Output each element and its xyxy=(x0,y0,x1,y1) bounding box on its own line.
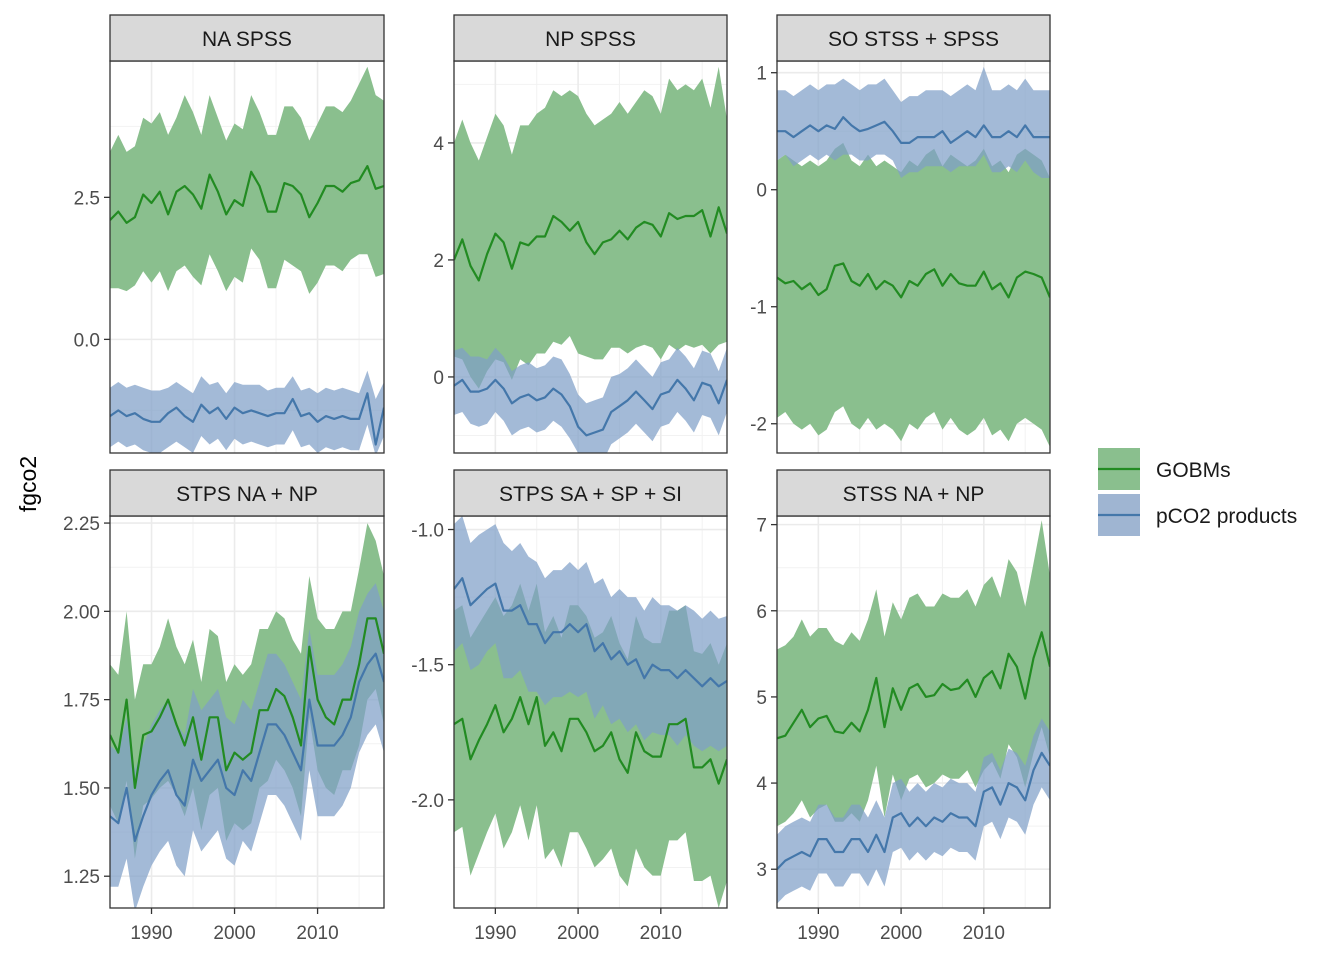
legend: GOBMs pCO2 products xyxy=(1098,448,1297,536)
line-pco2-products xyxy=(454,378,727,437)
panel-na-spss: NA SPSS 0.0 2.5 xyxy=(74,14,385,454)
y-tick-label: 2.25 xyxy=(63,514,100,535)
y-tick-label: 2.00 xyxy=(63,602,100,623)
line-gobms xyxy=(454,695,727,785)
legend-label-pco2-products: pCO2 products xyxy=(1156,505,1297,528)
band-pco2-products xyxy=(110,583,384,908)
line-pco2-products xyxy=(777,116,1050,144)
panel-stss-na-np: STSS NA + NP 3 4 5 6 7 1990 2000 2010 xyxy=(756,469,1051,944)
x-tick-label: 1990 xyxy=(474,923,516,944)
y-tick-label: -1.5 xyxy=(411,656,444,677)
strip xyxy=(776,469,1051,517)
strip xyxy=(453,14,728,62)
strip-title: NP SPSS xyxy=(545,28,636,51)
y-tick-label: 1.50 xyxy=(63,779,100,800)
x-tick-label: 2010 xyxy=(963,923,1005,944)
y-tick-label: 3 xyxy=(756,860,767,881)
strip-title: STPS NA + NP xyxy=(176,483,318,506)
y-tick-label: 2.5 xyxy=(74,188,100,209)
line-gobms xyxy=(454,206,727,282)
x-tick-label: 2000 xyxy=(213,923,255,944)
strip xyxy=(109,469,385,517)
line-pco2-products xyxy=(777,751,1050,870)
panel-np-spss: NP SPSS 0 2 4 xyxy=(433,14,728,454)
y-tick-label: -2 xyxy=(750,415,767,436)
x-tick-label: 2000 xyxy=(557,923,599,944)
x-tick-label: 2010 xyxy=(296,923,338,944)
line-gobms xyxy=(777,631,1050,740)
panel-data xyxy=(777,520,1050,904)
legend-label-gobms: GOBMs xyxy=(1156,459,1231,482)
y-tick-label: 1.25 xyxy=(63,867,100,888)
panel-data xyxy=(777,66,1050,448)
band-pco2-products xyxy=(454,516,727,752)
y-tick-label: 0.0 xyxy=(74,330,100,351)
y-tick-label: 5 xyxy=(756,688,767,709)
y-tick-label: 0 xyxy=(433,368,444,389)
line-pco2-products xyxy=(110,652,384,843)
y-tick-label: 7 xyxy=(756,516,767,537)
y-tick-label: 1 xyxy=(756,64,767,85)
strip-title: STSS NA + NP xyxy=(843,483,985,506)
panels-layer: NA SPSS 0.0 2.5 NP SPSS 0 2 4 SO STSS + SPSS -2 -… xyxy=(63,14,1051,944)
y-tick-label: 4 xyxy=(433,134,444,155)
y-tick-label: 4 xyxy=(756,774,767,795)
y-tick-label: -1 xyxy=(750,298,767,319)
y-tick-label: -1.0 xyxy=(411,521,444,542)
panel-data xyxy=(110,66,384,453)
panel-data xyxy=(454,66,727,453)
strip xyxy=(776,14,1051,62)
strip-title: NA SPSS xyxy=(202,28,292,51)
x-tick-label: 1990 xyxy=(797,923,839,944)
band-gobms xyxy=(110,66,384,294)
y-tick-label: 2 xyxy=(433,251,444,272)
panel-stps-sa-sp-si: STPS SA + SP + SI -2.0 -1.5 -1.0 1990 2000 201… xyxy=(411,469,728,944)
line-gobms xyxy=(110,617,384,790)
band-gobms xyxy=(454,66,727,389)
line-gobms xyxy=(110,165,384,224)
band-pco2-products xyxy=(454,347,727,453)
band-pco2-products xyxy=(777,66,1050,178)
strip xyxy=(453,469,728,517)
line-gobms xyxy=(777,262,1050,299)
line-pco2-products xyxy=(454,577,727,688)
band-gobms xyxy=(777,520,1050,827)
x-tick-label: 1990 xyxy=(130,923,172,944)
y-tick-label: 1.75 xyxy=(63,691,100,712)
panel-data xyxy=(454,516,727,908)
strip-title: STPS SA + SP + SI xyxy=(499,483,682,506)
y-tick-label: 6 xyxy=(756,602,767,623)
strip-title: SO STSS + SPSS xyxy=(828,28,999,51)
y-axis-title: fgco2 xyxy=(15,456,41,512)
x-tick-label: 2010 xyxy=(640,923,682,944)
strip xyxy=(109,14,385,62)
x-tick-label: 2000 xyxy=(880,923,922,944)
panel-so-stss-spss: SO STSS + SPSS -2 -1 0 1 xyxy=(750,14,1051,454)
panel-stps-na-np: STPS NA + NP 1.25 1.50 1.75 2.00 2.25 1990 2000… xyxy=(63,469,385,944)
line-pco2-products xyxy=(110,392,384,446)
band-pco2-products xyxy=(777,718,1050,904)
y-tick-label: -2.0 xyxy=(411,791,444,812)
y-tick-label: 0 xyxy=(756,181,767,202)
panel-data xyxy=(110,523,384,908)
band-gobms xyxy=(777,142,1050,448)
